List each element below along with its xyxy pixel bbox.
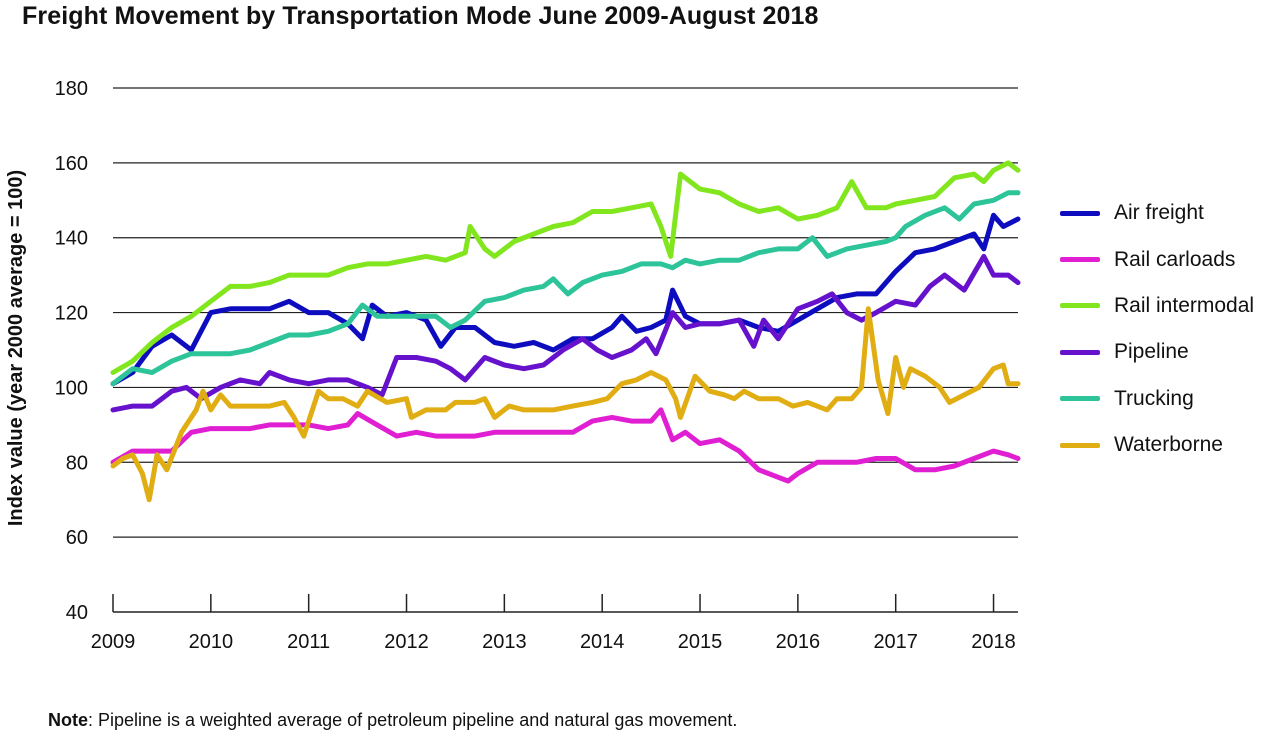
y-tick-label: 180 — [55, 78, 88, 100]
x-tick-label: 2011 — [287, 631, 330, 653]
legend-swatch — [1060, 396, 1100, 402]
chart-title: Freight Movement by Transportation Mode … — [22, 2, 819, 30]
x-tick-label: 2012 — [384, 631, 429, 653]
axes: 2009 2010 2011 2012 2013 2014 2015 2016 2017 2018 — [91, 594, 1018, 653]
x-tick-label: 2013 — [482, 631, 527, 653]
legend-item: Rail carloads — [1060, 236, 1254, 282]
x-tick-label: 2010 — [189, 631, 234, 653]
y-axis-label: Index value (year 2000 average = 100) — [5, 170, 27, 526]
legend-item: Trucking — [1060, 376, 1254, 422]
x-tick-label: 2017 — [873, 631, 918, 653]
legend-label: Trucking — [1114, 386, 1194, 410]
legend-swatch — [1060, 349, 1100, 355]
y-tick-label: 80 — [66, 452, 88, 474]
y-tick-label: 60 — [66, 527, 88, 549]
legend-item: Pipeline — [1060, 329, 1254, 375]
legend-label: Pipeline — [1114, 340, 1189, 364]
series-line-rail-intermodal — [110, 160, 1021, 375]
series-lines — [110, 160, 1021, 503]
series-line-waterborne — [110, 306, 1021, 503]
legend-swatch — [1060, 210, 1100, 216]
x-tick-label: 2014 — [580, 631, 625, 653]
legend-item: Waterborne — [1060, 422, 1254, 468]
legend-swatch — [1060, 442, 1100, 448]
note-label: Note — [48, 710, 88, 730]
x-tick-label: 2015 — [678, 631, 723, 653]
chart-note: Note: Pipeline is a weighted average of … — [48, 710, 737, 731]
legend-label: Rail intermodal — [1114, 293, 1255, 317]
series-line-pipeline — [110, 253, 1021, 413]
legend-item: Air freight — [1060, 190, 1254, 236]
legend-label: Air freight — [1114, 201, 1204, 225]
y-tick-label: 100 — [55, 377, 88, 399]
y-tick-label: 120 — [55, 303, 88, 325]
note-text: : Pipeline is a weighted average of petr… — [88, 710, 738, 730]
y-tick-label: 40 — [66, 602, 88, 624]
legend-swatch — [1060, 303, 1100, 309]
series-line-air-freight — [110, 212, 1021, 387]
y-tick-label: 160 — [55, 153, 88, 175]
chart-legend: Air freight Rail carloads Rail intermodal P… — [1060, 190, 1254, 468]
x-tick-label: 2018 — [971, 631, 1016, 653]
legend-item: Rail intermodal — [1060, 283, 1254, 329]
x-tick-label: 2016 — [776, 631, 821, 653]
legend-label: Rail carloads — [1114, 247, 1236, 271]
series-line-rail-carloads — [110, 407, 1021, 484]
y-tick-label: 140 — [55, 228, 88, 250]
series-line-trucking — [110, 190, 1021, 387]
x-tick-label: 2009 — [91, 631, 136, 653]
legend-label: Waterborne — [1114, 433, 1223, 457]
legend-swatch — [1060, 257, 1100, 263]
